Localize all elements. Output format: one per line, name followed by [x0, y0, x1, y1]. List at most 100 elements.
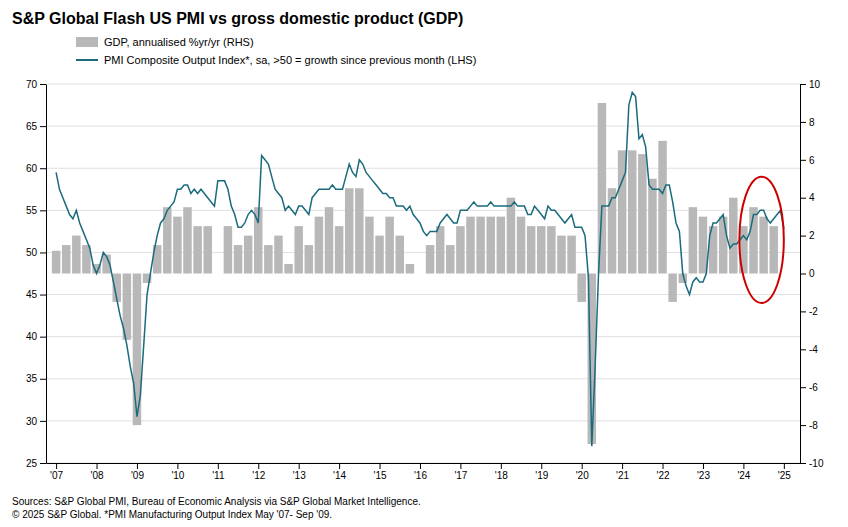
tick-mark	[800, 311, 806, 312]
bar	[658, 141, 666, 274]
bar	[183, 207, 191, 273]
tick-label: -4	[809, 344, 818, 355]
bar	[224, 226, 232, 273]
source: Sources: S&P Global PMI, Bureau of Econo…	[12, 496, 421, 520]
bar	[234, 245, 242, 273]
tick-label: -6	[809, 382, 818, 393]
legend-label: PMI Composite Output Index*, sa, >50 = g…	[104, 54, 476, 66]
tick-mark	[800, 387, 806, 388]
grid	[46, 84, 800, 463]
tick-mark	[800, 274, 806, 275]
tick: 25	[26, 458, 46, 469]
tick-mark	[800, 198, 806, 199]
tick-mark	[40, 210, 46, 211]
tick-mark	[40, 379, 46, 380]
tick: 50	[26, 247, 46, 258]
bar	[689, 207, 697, 273]
tick: '22	[657, 463, 670, 481]
tick: '07	[50, 463, 63, 481]
bar	[284, 264, 292, 273]
bar	[203, 226, 211, 273]
tick: 70	[26, 79, 46, 90]
bar	[759, 217, 767, 274]
tick-mark	[339, 463, 340, 469]
tick: 35	[26, 373, 46, 384]
tick: 2	[800, 230, 815, 241]
grid-line	[46, 463, 800, 464]
tick: 0	[800, 268, 815, 279]
bar	[769, 226, 777, 273]
bar	[416, 273, 424, 274]
tick-label: '23	[697, 470, 710, 481]
tick: '10	[171, 463, 184, 481]
tick-label: '10	[171, 470, 184, 481]
tick: '09	[131, 463, 144, 481]
annotation-ellipse	[739, 177, 783, 303]
marks	[52, 92, 784, 446]
legend-item: GDP, annualised %yr/yr (RHS)	[76, 36, 254, 48]
tick-label: '15	[374, 470, 387, 481]
legend-label: GDP, annualised %yr/yr (RHS)	[104, 36, 254, 48]
tick-label: 45	[26, 289, 38, 300]
tick-label: '19	[535, 470, 548, 481]
bar	[193, 226, 201, 273]
tick-label: 35	[26, 373, 38, 384]
bar	[406, 264, 414, 273]
tick: '18	[495, 463, 508, 481]
tick-label: 2	[809, 230, 815, 241]
tick-label: -10	[809, 458, 824, 469]
bar	[365, 217, 373, 274]
tick: '08	[91, 463, 104, 481]
tick-mark	[40, 84, 46, 85]
axis-line	[47, 463, 801, 464]
tick: '13	[293, 463, 306, 481]
bar	[557, 236, 565, 274]
tick-label: 55	[26, 205, 38, 216]
bar	[598, 103, 606, 274]
bar	[385, 217, 393, 274]
bar	[325, 207, 333, 273]
tick: -4	[800, 344, 818, 355]
bar	[497, 217, 505, 274]
tick: '12	[252, 463, 265, 481]
tick-mark	[258, 463, 259, 469]
bar	[62, 245, 70, 273]
tick: '17	[454, 463, 467, 481]
tick-mark	[40, 463, 46, 464]
grid-line	[46, 210, 800, 211]
tick-mark	[582, 463, 583, 469]
bar	[719, 217, 727, 274]
bar	[345, 188, 353, 273]
grid-line	[46, 378, 800, 379]
tick: -10	[800, 458, 824, 469]
legend-swatch	[76, 37, 98, 47]
tick-label: '12	[252, 470, 265, 481]
bar	[446, 245, 454, 273]
tick-mark	[40, 421, 46, 422]
tick-label: '13	[293, 470, 306, 481]
tick-label: '09	[131, 470, 144, 481]
tick-mark	[663, 463, 664, 469]
bar	[72, 236, 80, 274]
bar	[456, 226, 464, 273]
bar	[486, 217, 494, 274]
x-axis: '07'08'09'10'11'12'13'14'15'16'17'18'19'…	[47, 463, 801, 481]
bar	[396, 236, 404, 274]
tick-label: -2	[809, 306, 818, 317]
tick-label: '14	[333, 470, 346, 481]
tick: 8	[800, 117, 815, 128]
tick-label: 50	[26, 247, 38, 258]
plot: '07'08'09'10'11'12'13'14'15'16'17'18'19'…	[26, 79, 824, 481]
tick-mark	[40, 252, 46, 253]
bar	[628, 150, 636, 273]
tick-mark	[800, 236, 806, 237]
tick: -2	[800, 306, 818, 317]
grid-line	[46, 126, 800, 127]
tick-label: '20	[576, 470, 589, 481]
bar	[355, 188, 363, 273]
tick: '11	[212, 463, 225, 481]
tick: 60	[26, 163, 46, 174]
tick-label: '08	[91, 470, 104, 481]
tick-label: 60	[26, 163, 38, 174]
tick-label: '17	[454, 470, 467, 481]
